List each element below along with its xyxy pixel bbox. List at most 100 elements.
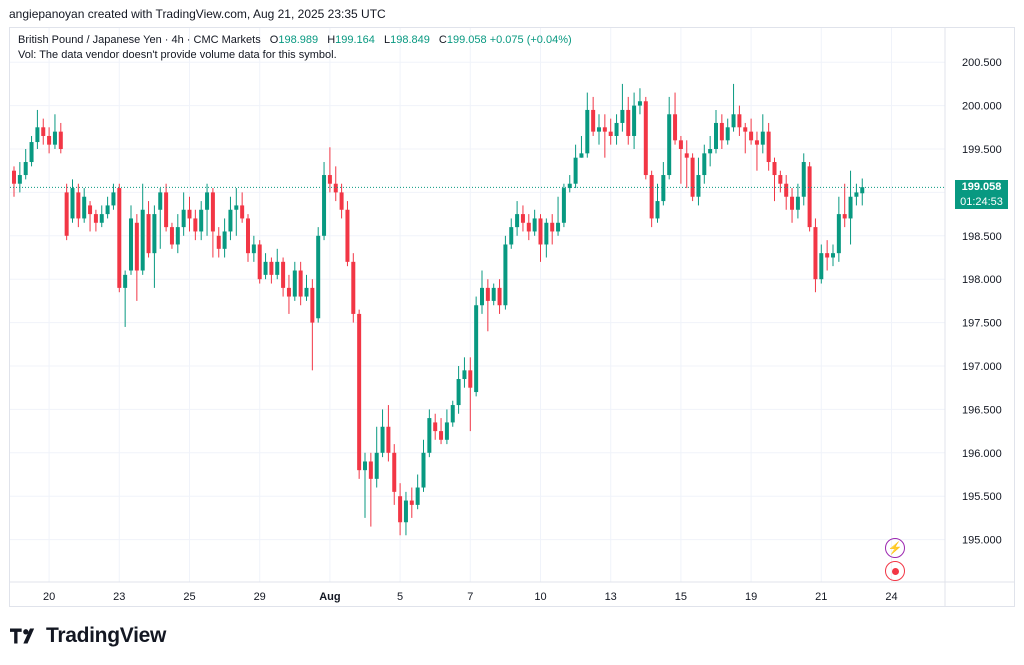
candle[interactable]	[778, 170, 783, 193]
candle[interactable]	[474, 296, 479, 397]
candle[interactable]	[23, 149, 28, 180]
candle[interactable]	[392, 444, 397, 505]
candle[interactable]	[199, 201, 204, 241]
candle[interactable]	[573, 144, 578, 189]
candle[interactable]	[29, 135, 34, 167]
candle[interactable]	[637, 88, 642, 115]
candle[interactable]	[632, 92, 637, 149]
candle[interactable]	[64, 183, 69, 241]
candle[interactable]	[193, 209, 198, 241]
candle[interactable]	[327, 147, 332, 193]
candle[interactable]	[181, 192, 186, 236]
candle[interactable]	[678, 135, 683, 184]
candle[interactable]	[614, 114, 619, 145]
candle[interactable]	[673, 92, 678, 145]
flash-icon[interactable]: ⚡	[885, 538, 905, 558]
candle[interactable]	[444, 409, 449, 445]
candle[interactable]	[795, 183, 800, 219]
candle[interactable]	[105, 196, 110, 219]
candle[interactable]	[216, 227, 221, 258]
candle[interactable]	[281, 257, 286, 297]
candle[interactable]	[579, 135, 584, 158]
candle[interactable]	[714, 109, 718, 154]
candle[interactable]	[304, 274, 309, 301]
candle[interactable]	[210, 188, 215, 258]
candle[interactable]	[322, 162, 327, 241]
candle[interactable]	[386, 405, 391, 462]
candle[interactable]	[597, 114, 601, 145]
candle[interactable]	[158, 188, 163, 249]
candle[interactable]	[380, 409, 385, 458]
candle[interactable]	[316, 227, 321, 323]
candle[interactable]	[497, 279, 502, 314]
candle[interactable]	[164, 183, 169, 232]
candle[interactable]	[567, 175, 572, 193]
candle[interactable]	[813, 218, 818, 293]
candle[interactable]	[93, 209, 98, 232]
candle[interactable]	[257, 240, 262, 284]
candle[interactable]	[684, 140, 689, 189]
candle[interactable]	[602, 114, 607, 158]
candle[interactable]	[620, 83, 625, 132]
candle[interactable]	[509, 218, 514, 249]
candle[interactable]	[702, 144, 707, 184]
candle[interactable]	[831, 244, 835, 267]
candle[interactable]	[263, 253, 268, 280]
candle[interactable]	[696, 157, 701, 206]
symbol-legend[interactable]: British Pound / Japanese Yen · 4h · CMC …	[18, 33, 572, 48]
candle[interactable]	[12, 166, 16, 197]
candle[interactable]	[234, 188, 239, 236]
candle[interactable]	[760, 114, 765, 154]
candle[interactable]	[368, 452, 373, 527]
candle[interactable]	[427, 409, 432, 458]
candle[interactable]	[251, 235, 256, 262]
candle[interactable]	[146, 201, 151, 258]
candle[interactable]	[76, 183, 81, 228]
candle[interactable]	[491, 283, 496, 306]
candle[interactable]	[825, 240, 830, 271]
candle[interactable]	[88, 201, 93, 232]
candle[interactable]	[169, 222, 174, 249]
candle[interactable]	[187, 196, 192, 232]
candle[interactable]	[333, 166, 338, 202]
candle[interactable]	[737, 105, 742, 136]
candle[interactable]	[134, 214, 139, 301]
candle[interactable]	[269, 257, 274, 284]
candle[interactable]	[222, 218, 227, 258]
record-icon[interactable]	[885, 561, 905, 581]
candle[interactable]	[784, 175, 789, 210]
candle[interactable]	[398, 483, 403, 536]
candle[interactable]	[556, 196, 561, 236]
candle[interactable]	[561, 183, 566, 228]
candle[interactable]	[450, 400, 455, 427]
candle[interactable]	[725, 118, 730, 145]
candle[interactable]	[550, 214, 555, 245]
candle[interactable]	[538, 214, 543, 262]
candle[interactable]	[82, 188, 87, 223]
candle[interactable]	[772, 157, 777, 202]
candle[interactable]	[70, 179, 75, 223]
candle[interactable]	[608, 118, 613, 145]
candle[interactable]	[836, 196, 841, 262]
candle[interactable]	[439, 418, 444, 445]
candle[interactable]	[286, 274, 291, 314]
candle[interactable]	[339, 183, 344, 219]
candle[interactable]	[47, 127, 52, 154]
candle[interactable]	[99, 205, 104, 228]
candle[interactable]	[456, 366, 461, 414]
candle[interactable]	[819, 244, 824, 284]
candle[interactable]	[175, 214, 180, 254]
candle[interactable]	[485, 279, 490, 332]
candle[interactable]	[626, 96, 631, 145]
candle[interactable]	[240, 192, 245, 223]
candle[interactable]	[35, 109, 40, 149]
candle[interactable]	[41, 118, 46, 145]
candle[interactable]	[526, 214, 531, 241]
candle[interactable]	[591, 96, 596, 136]
candle[interactable]	[468, 357, 473, 432]
candle[interactable]	[129, 205, 133, 275]
candle[interactable]	[123, 270, 128, 327]
symbol-name[interactable]: British Pound / Japanese Yen · 4h · CMC …	[18, 34, 261, 46]
candle[interactable]	[152, 205, 157, 288]
candle[interactable]	[374, 426, 379, 488]
